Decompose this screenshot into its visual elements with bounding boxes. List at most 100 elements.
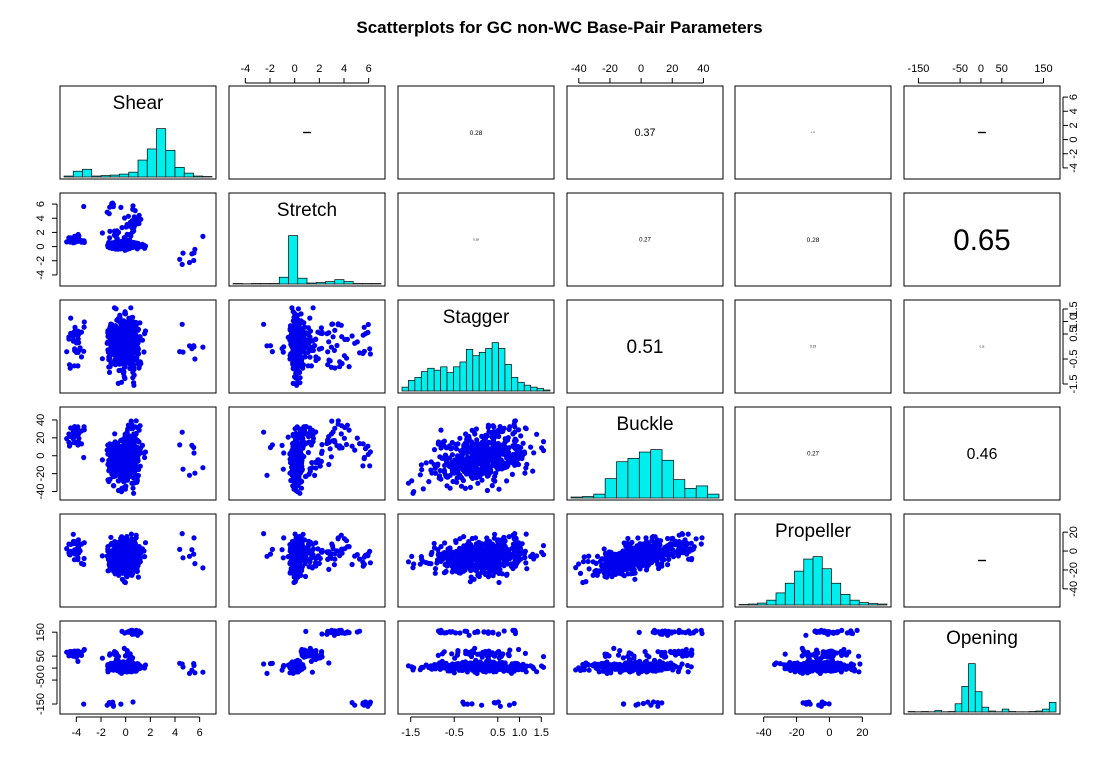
point-stretch-vs-shear bbox=[131, 214, 137, 220]
panel-stagger-stagger bbox=[397, 299, 555, 394]
point-buckle-vs-stretch bbox=[346, 427, 352, 433]
point-propeller-vs-stretch bbox=[281, 535, 287, 541]
point-propeller-vs-shear bbox=[119, 559, 125, 565]
point-buckle-vs-shear bbox=[177, 442, 183, 448]
point-buckle-vs-stagger bbox=[471, 429, 477, 435]
point-buckle-vs-stagger bbox=[435, 439, 442, 445]
point-buckle-vs-shear bbox=[191, 450, 197, 456]
histogram-bar-stagger bbox=[408, 380, 416, 392]
panel-shear-stagger bbox=[397, 85, 555, 180]
point-stagger-vs-stretch bbox=[295, 306, 301, 312]
point-buckle-vs-stagger bbox=[443, 473, 449, 479]
point-propeller-vs-stagger bbox=[523, 531, 529, 537]
point-stagger-vs-shear bbox=[122, 361, 128, 368]
point-buckle-vs-shear bbox=[118, 446, 124, 452]
point-stretch-vs-shear bbox=[131, 225, 137, 231]
point-buckle-vs-stretch bbox=[319, 450, 325, 456]
point-buckle-vs-stagger bbox=[486, 439, 492, 445]
point-buckle-vs-stagger bbox=[479, 450, 485, 456]
point-propeller-vs-stretch bbox=[291, 567, 297, 573]
histogram-bar-propeller bbox=[877, 603, 888, 606]
point-stretch-vs-shear bbox=[122, 235, 128, 241]
point-buckle-vs-stagger bbox=[450, 478, 456, 485]
point-propeller-vs-stretch bbox=[269, 546, 275, 553]
point-stagger-vs-stretch bbox=[339, 334, 345, 340]
point-stretch-vs-shear bbox=[70, 239, 76, 245]
point-stagger-vs-stretch bbox=[261, 321, 267, 327]
variable-label-buckle: Buckle bbox=[616, 414, 673, 435]
point-stagger-vs-shear bbox=[76, 331, 82, 337]
point-buckle-vs-stagger bbox=[462, 485, 468, 491]
point-stagger-vs-shear bbox=[118, 379, 125, 385]
point-propeller-vs-stretch bbox=[339, 550, 345, 556]
point-propeller-vs-shear bbox=[75, 557, 81, 563]
point-propeller-vs-stretch bbox=[293, 535, 299, 541]
point-buckle-vs-stagger bbox=[469, 457, 475, 463]
histogram-bar-buckle bbox=[673, 479, 686, 499]
panel-shear-propeller bbox=[734, 85, 892, 180]
point-buckle-vs-stagger bbox=[457, 472, 463, 478]
point-buckle-vs-stretch bbox=[365, 443, 371, 449]
point-buckle-vs-shear bbox=[81, 454, 87, 461]
point-stagger-vs-shear bbox=[118, 343, 124, 349]
correlation-shear-stagger: 0.28 bbox=[470, 130, 483, 137]
point-stagger-vs-shear bbox=[137, 320, 143, 326]
point-stagger-vs-shear bbox=[122, 334, 128, 340]
point-buckle-vs-stagger bbox=[487, 464, 493, 470]
point-buckle-vs-stretch bbox=[300, 439, 306, 445]
correlation-buckle-opening: 0.46 bbox=[967, 446, 998, 463]
point-stagger-vs-shear bbox=[134, 343, 140, 349]
histogram-bar-propeller bbox=[868, 603, 879, 606]
point-propeller-vs-stretch bbox=[300, 531, 306, 537]
point-propeller-vs-shear bbox=[81, 540, 87, 546]
point-stagger-vs-shear bbox=[99, 356, 105, 362]
point-propeller-vs-shear bbox=[128, 531, 134, 537]
histogram-bar-stagger bbox=[453, 366, 461, 392]
variable-label-stretch: Stretch bbox=[277, 200, 337, 221]
point-buckle-vs-stagger bbox=[457, 435, 463, 441]
point-stretch-vs-shear bbox=[186, 259, 193, 266]
point-propeller-vs-stretch bbox=[307, 539, 314, 545]
histogram-bar-stagger bbox=[511, 377, 519, 392]
histogram-bar-propeller bbox=[766, 599, 777, 606]
point-buckle-vs-shear bbox=[113, 459, 119, 466]
point-buckle-vs-stretch bbox=[361, 454, 367, 461]
panel-stagger-shear bbox=[59, 299, 217, 394]
histogram-bar-stretch bbox=[315, 282, 326, 285]
point-stagger-vs-stretch bbox=[285, 334, 291, 340]
point-propeller-vs-stretch bbox=[316, 560, 322, 567]
point-buckle-vs-shear bbox=[137, 423, 143, 429]
point-buckle-vs-shear bbox=[120, 465, 126, 472]
point-stagger-vs-stretch bbox=[305, 331, 311, 337]
point-stretch-vs-shear bbox=[104, 209, 110, 215]
point-buckle-vs-stagger bbox=[405, 480, 412, 486]
point-propeller-vs-shear bbox=[77, 548, 83, 554]
point-propeller-vs-shear bbox=[64, 546, 70, 552]
point-stagger-vs-shear bbox=[128, 305, 134, 311]
point-buckle-vs-stagger bbox=[497, 457, 503, 463]
histogram-bar-shear bbox=[100, 175, 111, 178]
point-propeller-vs-shear bbox=[186, 553, 193, 559]
panel-buckle-buckle bbox=[566, 406, 724, 501]
point-stagger-vs-shear bbox=[107, 331, 113, 337]
point-propeller-vs-stretch bbox=[367, 560, 373, 566]
point-stretch-vs-shear bbox=[127, 231, 133, 237]
point-stagger-vs-stretch bbox=[329, 321, 335, 327]
point-stagger-vs-stretch bbox=[292, 333, 298, 339]
point-propeller-vs-shear bbox=[99, 553, 105, 559]
point-stagger-vs-stretch bbox=[365, 321, 371, 328]
point-buckle-vs-stretch bbox=[285, 434, 291, 440]
point-stagger-vs-stretch bbox=[307, 354, 313, 360]
point-buckle-vs-shear bbox=[66, 443, 73, 449]
point-buckle-vs-stretch bbox=[328, 454, 334, 460]
histogram-bar-stagger bbox=[485, 348, 493, 392]
panel-opening-shear bbox=[59, 620, 217, 715]
point-propeller-vs-shear bbox=[70, 531, 76, 537]
point-buckle-vs-stagger bbox=[436, 475, 442, 481]
point-buckle-vs-shear bbox=[107, 458, 113, 464]
point-buckle-vs-stagger bbox=[482, 467, 488, 473]
point-buckle-vs-stretch bbox=[360, 463, 366, 469]
variable-label-propeller: Propeller bbox=[775, 521, 852, 542]
point-buckle-vs-stagger bbox=[441, 443, 447, 449]
histogram-bar-stagger bbox=[472, 355, 480, 392]
